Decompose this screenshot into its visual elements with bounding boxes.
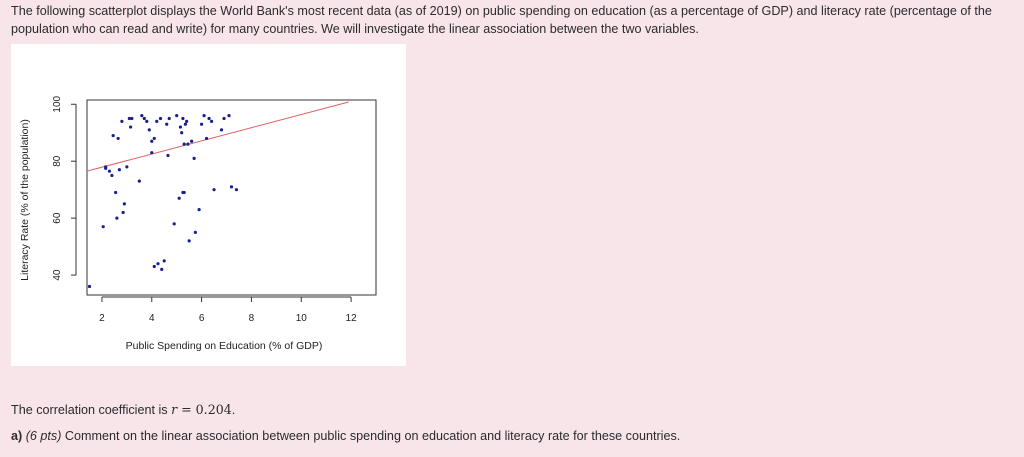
x-tick-label: 2	[99, 313, 105, 324]
scatter-point	[156, 262, 160, 266]
scatter-point	[209, 119, 214, 123]
scatter-point	[155, 119, 159, 123]
scatter-point	[180, 131, 184, 135]
y-tick-label: 40	[52, 269, 63, 281]
correlation-value: 0.204	[195, 402, 232, 417]
scatter-point	[190, 139, 194, 143]
correlation-math: r = 0.204	[171, 402, 232, 417]
scatter-point	[107, 169, 112, 173]
scatter-point	[197, 207, 201, 212]
scatter-point	[183, 122, 188, 126]
intro-paragraph: The following scatterplot displays the W…	[11, 4, 992, 36]
x-tick-label: 4	[149, 313, 155, 324]
scatter-point	[127, 116, 131, 121]
correlation-prefix: The correlation coefficient is	[11, 403, 172, 417]
plot-frame	[86, 99, 377, 296]
scatter-point	[212, 188, 216, 192]
data-points	[87, 114, 239, 289]
scatter-point	[125, 165, 129, 169]
scatter-point	[150, 139, 154, 143]
question-label: a)	[11, 429, 23, 443]
scatter-point	[140, 114, 144, 118]
x-tick-label: 6	[199, 313, 205, 324]
scatter-point	[185, 119, 189, 123]
y-tick-label: 60	[52, 212, 63, 224]
scatter-point	[219, 128, 224, 132]
scatter-point	[229, 185, 234, 189]
correlation-suffix: .	[231, 403, 236, 417]
scatter-point	[158, 116, 163, 121]
x-axis-label: Public Spending on Education (% of GDP)	[126, 340, 323, 352]
scatter-point	[177, 196, 181, 200]
scatter-point	[121, 210, 125, 215]
scatter-point	[145, 119, 149, 123]
scatter-point	[192, 156, 196, 160]
regression-line	[86, 101, 349, 172]
scatter-point	[186, 142, 190, 146]
scatter-point	[152, 264, 156, 269]
scatter-point	[137, 179, 141, 183]
scatter-point	[128, 125, 133, 129]
scatter-point	[165, 122, 169, 126]
scatter-point	[204, 136, 209, 141]
scatter-point	[147, 128, 151, 132]
scatter-point	[207, 116, 211, 121]
scatter-point	[202, 114, 206, 118]
x-tick-label: 12	[346, 313, 358, 324]
scatter-point	[122, 202, 126, 206]
y-axis: 40 60 80 100	[52, 95, 77, 281]
x-tick-label: 8	[249, 313, 255, 324]
scatter-point	[187, 239, 191, 243]
scatter-point	[182, 190, 186, 195]
y-tick-label: 80	[52, 155, 63, 167]
scatter-point	[222, 116, 226, 121]
scatter-point	[142, 116, 146, 121]
correlation-symbol: r	[171, 402, 178, 417]
x-axis: 2 4 6 8 10 12	[99, 296, 358, 324]
correlation-equals: =	[177, 402, 196, 417]
scatterplot-figure: 40 60 80 100 2 4 6 8 10 12 Public Spending on Ed…	[11, 44, 406, 366]
scatter-point	[162, 259, 166, 263]
scatterplot: 40 60 80 100 2 4 6 8 10 12 Public Spending on Ed…	[19, 95, 377, 352]
scatter-point	[115, 216, 119, 220]
scatter-point	[182, 142, 186, 146]
y-tick-label: 100	[52, 95, 63, 112]
scatter-point	[178, 125, 183, 129]
x-tick-label: 10	[296, 313, 308, 324]
question-points: (6 pts)	[25, 429, 62, 443]
scatter-point	[234, 188, 239, 192]
scatter-point	[114, 190, 118, 195]
scatter-point	[111, 133, 115, 138]
scatter-point	[181, 116, 185, 121]
scatter-point	[110, 173, 114, 178]
y-axis-label: Literacy Rate (% of the population)	[19, 119, 31, 281]
scatter-point	[117, 168, 121, 172]
scatter-point	[101, 225, 105, 229]
scatter-point	[160, 267, 164, 271]
scatter-point	[120, 119, 124, 123]
scatter-point	[87, 284, 92, 289]
scatter-point	[104, 166, 108, 170]
scatter-point	[130, 116, 134, 121]
question-a: a) (6 pts) Comment on the linear associa…	[11, 428, 680, 444]
scatter-point	[193, 230, 197, 234]
question-text: Comment on the linear association betwee…	[61, 429, 681, 443]
correlation-statement: The correlation coefficient is r = 0.204…	[11, 402, 235, 418]
scatter-point	[175, 114, 179, 118]
scatter-point	[150, 151, 154, 155]
scatter-point	[172, 222, 176, 226]
scatter-point	[116, 136, 120, 141]
scatter-point	[166, 153, 170, 158]
scatter-point	[167, 116, 171, 121]
scatter-point	[152, 136, 156, 141]
scatter-point	[227, 114, 231, 118]
scatter-point	[200, 122, 204, 126]
